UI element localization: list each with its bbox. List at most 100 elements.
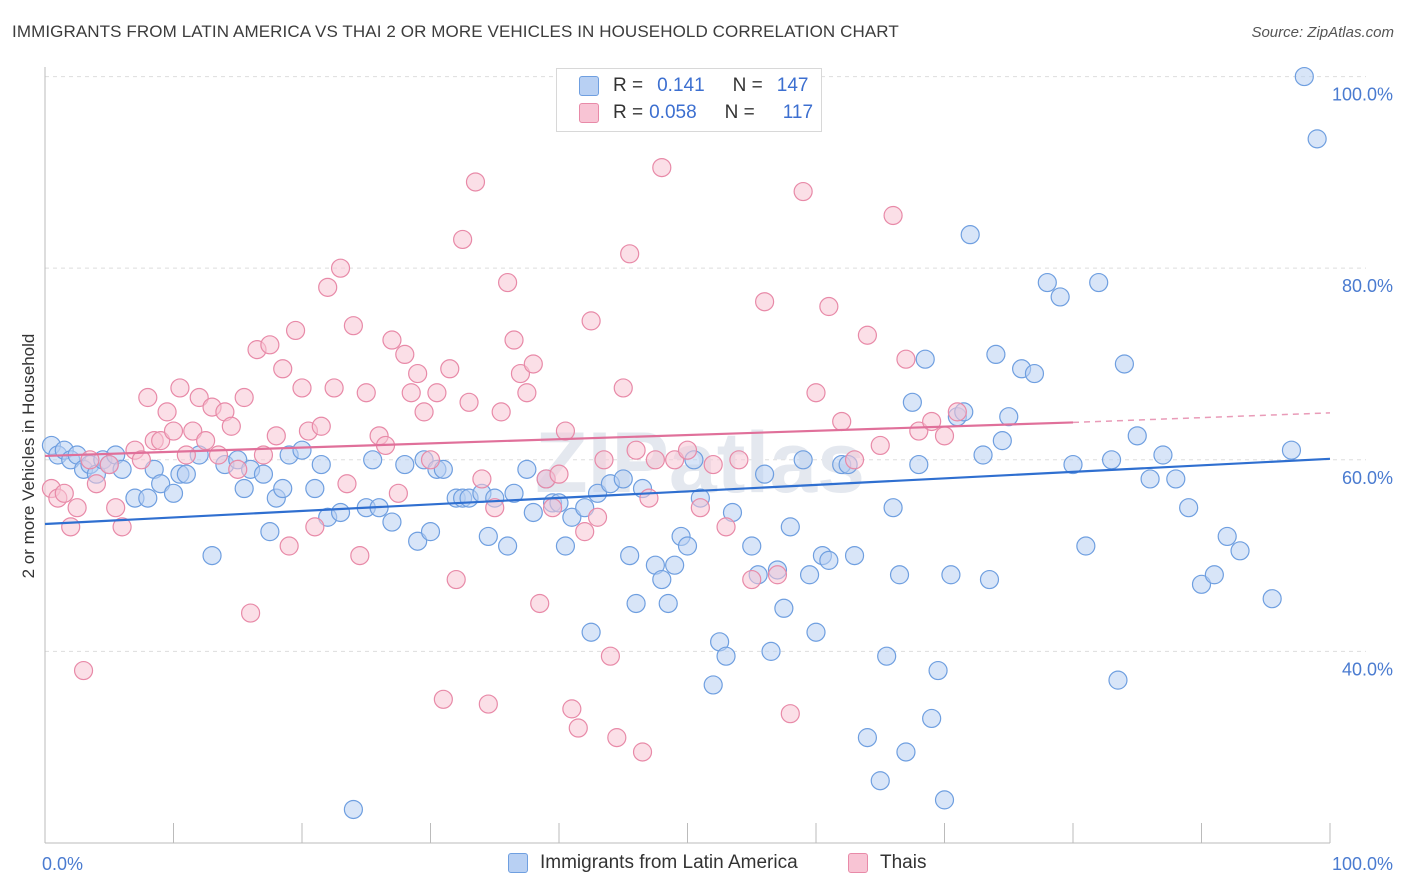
data-point [208,445,229,465]
data-point [658,593,678,614]
data-point [774,598,794,618]
data-point [151,431,171,451]
data-point [408,363,428,384]
data-point [446,569,466,590]
data-point [941,565,961,585]
data-point [305,478,325,499]
data-point [112,517,132,537]
trend-line-pink [44,421,1074,458]
data-point [806,383,826,403]
legend-swatch-pink [848,853,868,873]
data-point [176,464,196,484]
data-point [665,450,685,470]
data-point [530,593,550,614]
data-point [163,483,184,503]
data-point [587,507,608,527]
data-point [86,474,107,494]
data-point [677,440,698,460]
data-point [54,483,74,503]
data-point [542,498,563,518]
data-point [1024,363,1045,384]
data-point [504,330,524,350]
data-point [896,742,916,762]
data-point [1230,541,1250,561]
data-point [690,498,710,518]
data-point [844,450,865,470]
data-point [363,450,383,470]
data-point [523,502,543,523]
data-point [857,728,878,748]
n-value: 147 [776,75,809,96]
data-point [677,536,698,556]
data-point [176,445,196,465]
legend-swatch-pink [579,103,599,123]
data-point [382,512,402,532]
data-point [311,416,331,436]
data-point [1114,354,1135,374]
data-point [915,349,935,369]
data-point [960,225,980,245]
data-point [99,454,119,475]
data-point [170,378,190,398]
data-point [877,646,897,666]
trend-line-dashed-pink [1072,412,1331,424]
data-point [465,172,486,192]
data-point [395,454,415,475]
data-point [928,660,948,681]
legend-stats: R = 0.141 N = 147 R = 0.058 N = 117 [556,68,822,132]
data-point [870,771,890,791]
data-point [870,435,890,456]
data-point [1262,589,1282,609]
data-point [742,536,762,556]
data-point [433,459,453,479]
data-point [292,440,312,460]
data-point [1140,469,1160,489]
r-value: 0.141 [657,75,705,96]
data-point [234,387,254,408]
data-point [883,205,903,226]
data-point [61,517,81,537]
data-point [613,378,633,398]
data-point [337,474,357,494]
data-point [183,421,203,441]
data-point [652,569,672,590]
data-point [986,344,1006,365]
data-point [517,459,537,479]
data-point [221,416,241,436]
data-point [626,440,646,460]
data-point [562,699,582,719]
x-tick-label: 0.0% [42,854,83,874]
data-point [992,431,1012,451]
data-point [934,790,955,810]
data-point [311,454,331,475]
data-point [138,387,158,408]
data-point [1076,536,1096,556]
data-point [382,330,402,350]
data-point [395,344,415,365]
data-point [433,689,453,709]
data-point [330,258,351,278]
data-point [67,498,87,518]
data-point [163,421,184,441]
data-point [1179,498,1199,518]
data-point [793,181,813,202]
data-point [1191,574,1212,594]
data-point [1204,565,1224,585]
data-point [896,349,916,369]
data-point [440,359,460,379]
data-point [555,536,576,556]
data-point [922,708,942,729]
n-value: 117 [782,102,814,123]
data-point [420,522,441,542]
data-point [241,603,261,623]
data-point [652,157,672,178]
data-point [157,402,177,422]
data-point [453,229,473,250]
grid [45,76,1366,652]
data-point [459,392,479,412]
data-point [703,675,723,695]
data-point [793,450,813,470]
data-point [754,464,775,484]
data-point [253,445,274,465]
legend-item-latin-america: Immigrants from Latin America [508,852,798,874]
